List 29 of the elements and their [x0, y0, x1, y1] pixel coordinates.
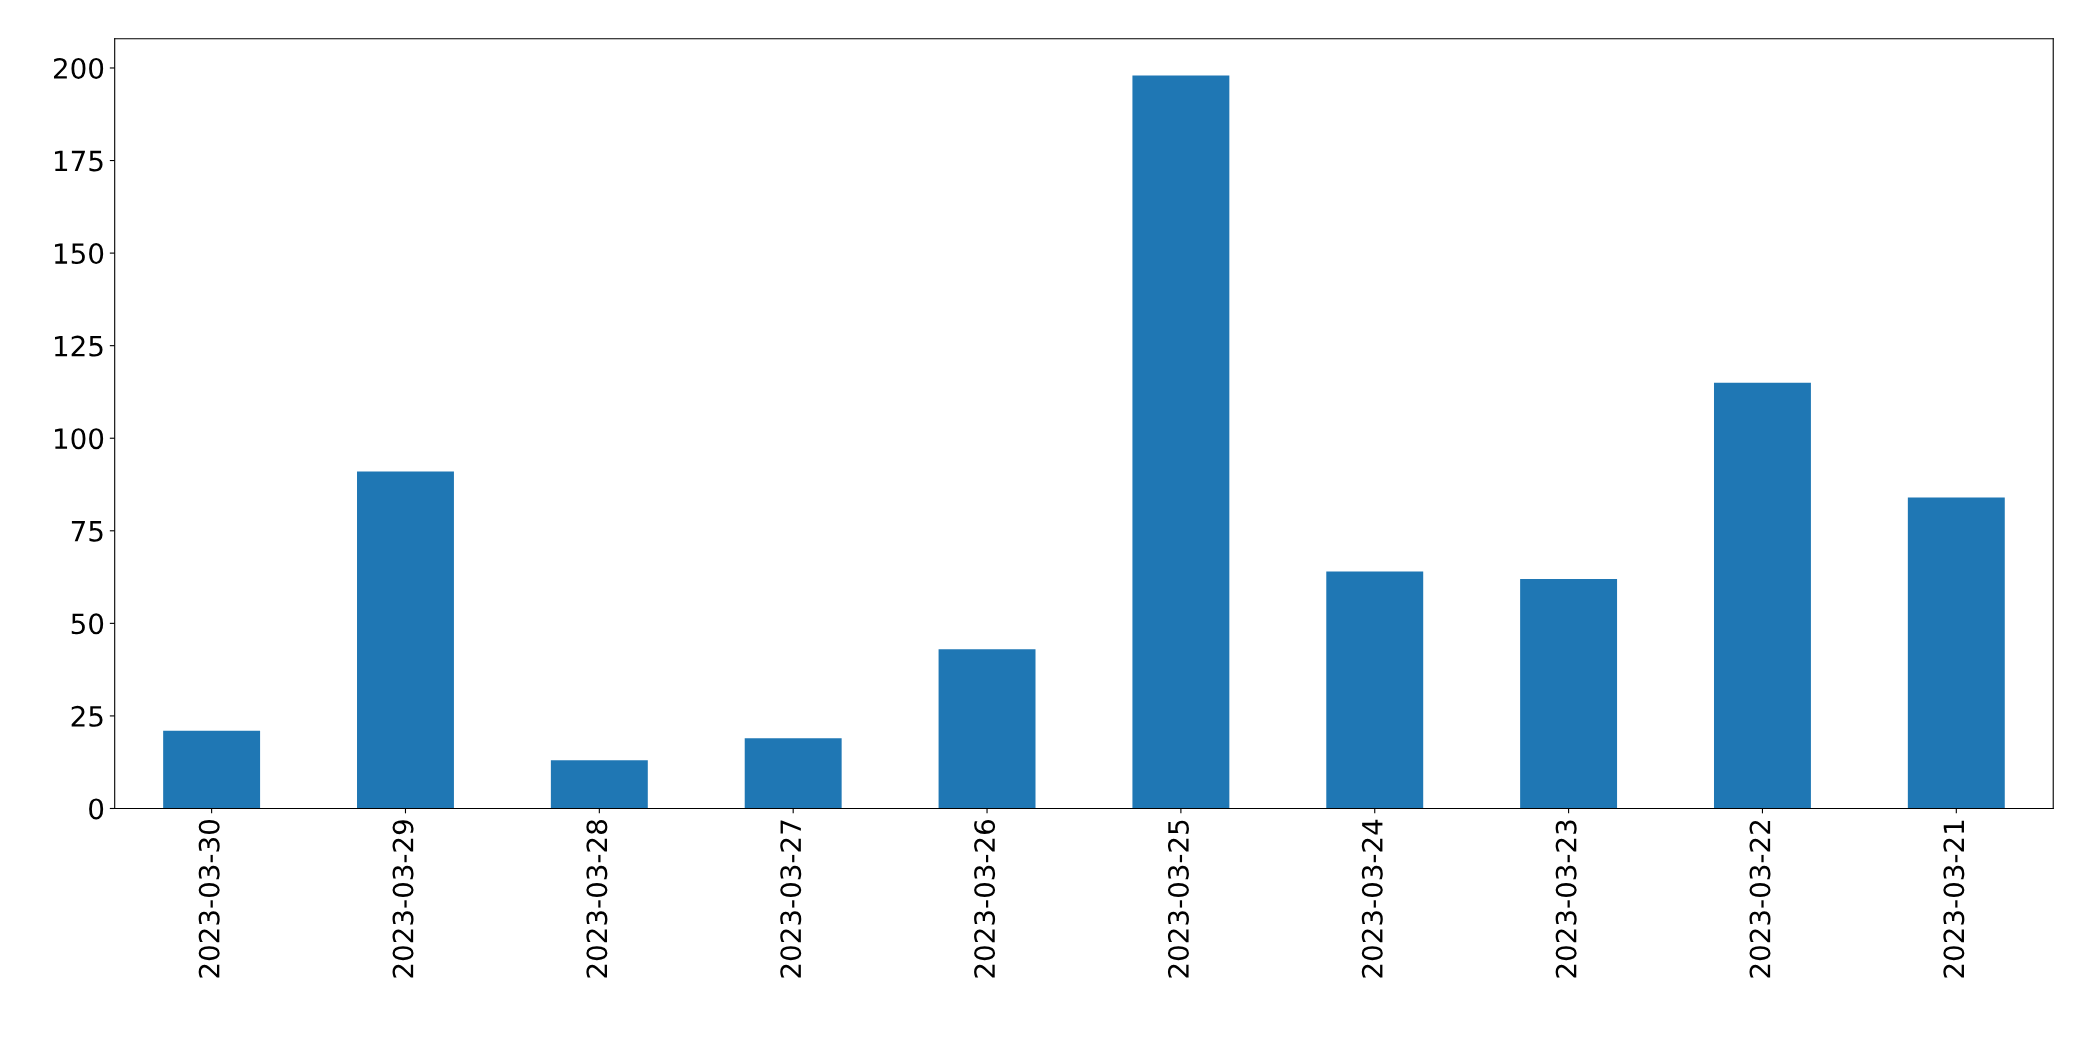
y-tick-label: 125 — [55, 335, 103, 357]
y-tick-label: 150 — [55, 243, 104, 265]
y-tick-label: 200 — [53, 57, 104, 79]
bar — [1326, 571, 1424, 809]
x-tick-label: 2023-03-28 — [586, 820, 608, 978]
x-tick-label: 2023-03-24 — [1361, 819, 1383, 978]
x-tick-label: 2023-03-23 — [1555, 820, 1577, 978]
bar — [1907, 497, 2005, 809]
bar — [1713, 382, 1811, 809]
bar — [938, 649, 1036, 809]
x-tick-label: 2023-03-25 — [1167, 820, 1189, 978]
y-tick-label: 25 — [71, 705, 103, 727]
bar — [357, 471, 454, 809]
x-tick-label: 2023-03-30 — [198, 820, 220, 978]
y-tick-label: 0 — [89, 798, 104, 820]
x-tick-label: 2023-03-29 — [392, 820, 414, 978]
y-tick-label: 100 — [55, 428, 104, 450]
bar — [1132, 75, 1230, 809]
x-tick-label: 2023-03-26 — [974, 819, 996, 978]
bar — [550, 760, 648, 809]
bar — [163, 730, 261, 809]
x-tick-label: 2023-03-27 — [780, 820, 802, 978]
bar — [744, 738, 842, 809]
y-tick-label: 175 — [55, 150, 103, 172]
bar — [1520, 578, 1618, 809]
x-tick-label: 2023-03-21 — [1943, 820, 1965, 978]
y-tick-label: 75 — [71, 521, 103, 542]
y-tick-label: 50 — [71, 613, 104, 635]
x-tick-label: 2023-03-22 — [1749, 820, 1771, 978]
